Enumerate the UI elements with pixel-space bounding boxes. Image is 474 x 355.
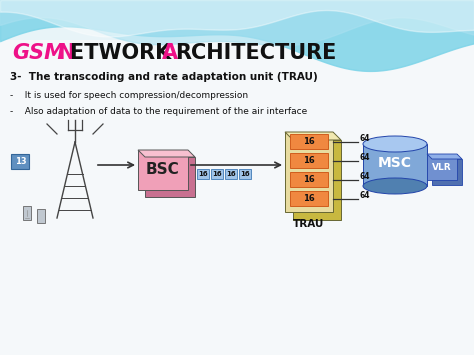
Text: -    Also adaptation of data to the requirement of the air interface: - Also adaptation of data to the require…: [10, 108, 307, 116]
Text: 16: 16: [240, 171, 250, 177]
Bar: [290, 134, 328, 149]
Text: N: N: [57, 43, 74, 63]
Text: 3-  The transcoding and rate adaptation unit (TRAU): 3- The transcoding and rate adaptation u…: [10, 72, 318, 82]
Polygon shape: [138, 150, 195, 157]
FancyBboxPatch shape: [239, 169, 251, 179]
Text: 64: 64: [360, 134, 371, 143]
Ellipse shape: [363, 136, 427, 152]
FancyBboxPatch shape: [225, 169, 237, 179]
Text: 16: 16: [198, 171, 208, 177]
Text: GSM: GSM: [12, 43, 65, 63]
Bar: [363, 144, 427, 186]
Bar: [0, 40, 474, 355]
Text: ETWORK: ETWORK: [70, 43, 179, 63]
Text: 16: 16: [303, 175, 315, 184]
Text: -    It is used for speech compression/decompression: - It is used for speech compression/deco…: [10, 91, 248, 99]
Bar: [145, 157, 195, 197]
Text: BSC: BSC: [146, 163, 180, 178]
Bar: [23, 206, 31, 220]
Text: TRAU: TRAU: [293, 219, 325, 229]
Polygon shape: [285, 132, 341, 140]
Text: 13: 13: [15, 157, 27, 165]
Bar: [290, 153, 328, 168]
Bar: [37, 209, 45, 223]
Text: RCHITECTURE: RCHITECTURE: [175, 43, 337, 63]
Bar: [293, 140, 341, 220]
Text: VLR: VLR: [432, 163, 452, 171]
Bar: [138, 150, 188, 190]
FancyBboxPatch shape: [11, 153, 29, 169]
Bar: [427, 154, 457, 180]
Text: 64: 64: [360, 191, 371, 200]
Bar: [290, 172, 328, 187]
Text: 16: 16: [212, 171, 222, 177]
Bar: [285, 132, 333, 212]
Text: 16: 16: [303, 137, 315, 146]
FancyBboxPatch shape: [211, 169, 223, 179]
Text: 16: 16: [226, 171, 236, 177]
Text: MSC: MSC: [378, 156, 412, 170]
Text: 16: 16: [303, 156, 315, 165]
FancyBboxPatch shape: [197, 169, 210, 179]
Text: 16: 16: [303, 194, 315, 203]
Bar: [432, 159, 462, 185]
Polygon shape: [427, 154, 462, 159]
Ellipse shape: [363, 178, 427, 194]
Text: 64: 64: [360, 153, 371, 162]
Bar: [0, 0, 474, 60]
Text: A: A: [162, 43, 178, 63]
Text: 64: 64: [360, 172, 371, 181]
Bar: [290, 191, 328, 206]
